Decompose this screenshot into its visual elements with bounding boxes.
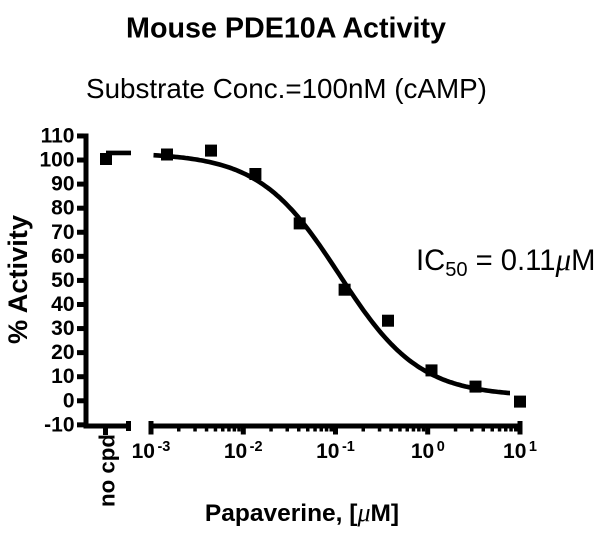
svg-text:0: 0 xyxy=(63,389,75,412)
svg-text:Mouse PDE10A Activity: Mouse PDE10A Activity xyxy=(126,13,446,45)
svg-text:IC50 = 0.11μM: IC50 = 0.11μM xyxy=(416,242,595,281)
svg-text:-10: -10 xyxy=(44,413,74,436)
svg-text:no cpd: no cpd xyxy=(95,434,120,507)
svg-text:% Activity: % Activity xyxy=(2,215,33,344)
svg-text:40: 40 xyxy=(51,293,74,316)
svg-text:10-3: 10 -3 xyxy=(132,439,171,463)
svg-text:60: 60 xyxy=(51,245,74,268)
svg-text:20: 20 xyxy=(51,341,74,364)
svg-text:30: 30 xyxy=(51,317,74,340)
svg-text:70: 70 xyxy=(51,221,74,244)
svg-text:90: 90 xyxy=(51,173,74,196)
svg-text:Substrate Conc.=100nM (cAMP): Substrate Conc.=100nM (cAMP) xyxy=(86,73,487,104)
svg-text:80: 80 xyxy=(51,197,74,220)
svg-text:Papaverine, [μM]: Papaverine, [μM] xyxy=(205,498,399,527)
svg-text:100: 100 xyxy=(39,149,74,172)
svg-text:10: 10 xyxy=(51,365,74,388)
svg-text:110: 110 xyxy=(41,125,75,148)
svg-text:50: 50 xyxy=(51,269,74,292)
